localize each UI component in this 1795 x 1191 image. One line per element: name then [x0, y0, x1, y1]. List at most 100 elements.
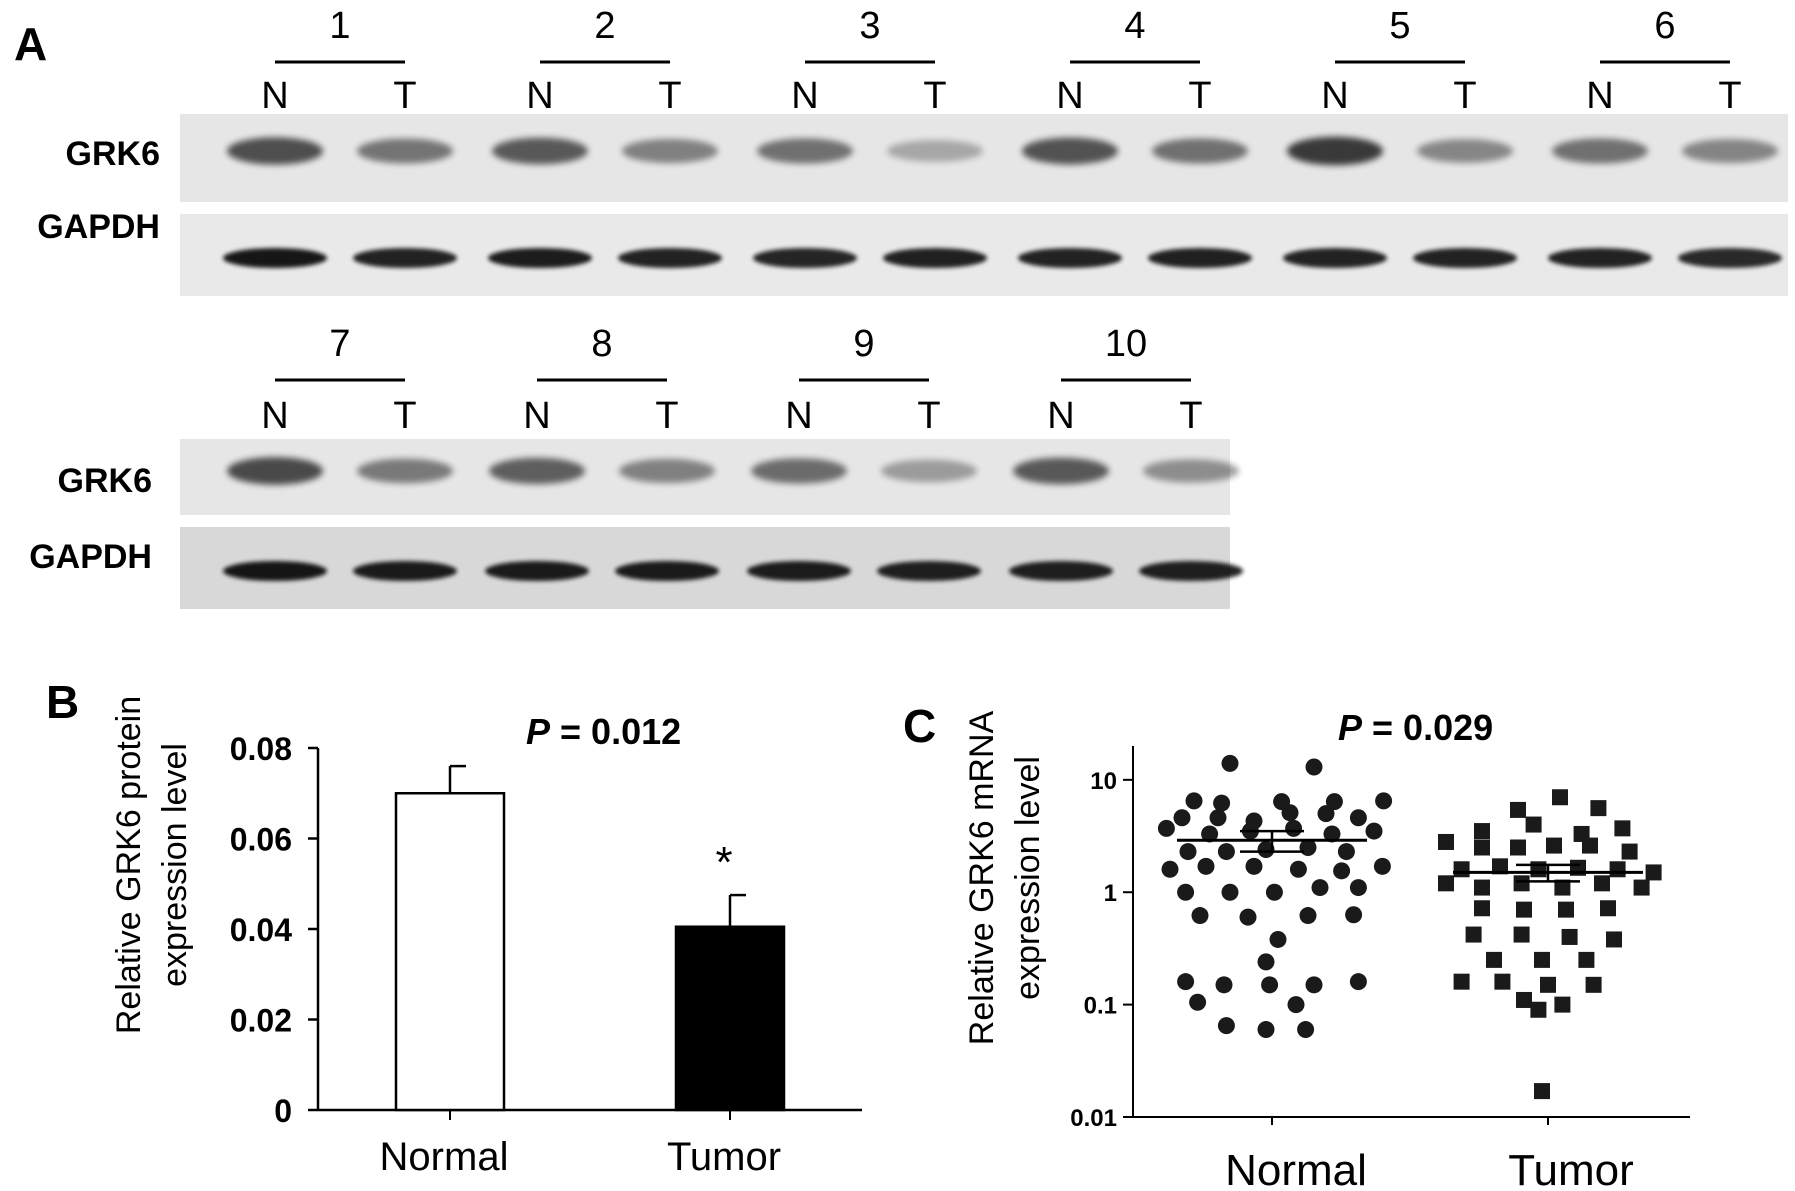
data-point-tumor [1554, 996, 1571, 1013]
data-point-normal [1305, 758, 1323, 776]
data-point-normal [1189, 993, 1207, 1011]
data-point-normal [1349, 973, 1367, 991]
data-point-normal [1323, 825, 1341, 843]
data-point-normal [1375, 792, 1393, 810]
p-value-text: = 0.029 [1362, 707, 1493, 748]
data-point-normal [1179, 843, 1197, 861]
data-point-tumor [1540, 976, 1556, 993]
gapdh-band-tumor [353, 248, 457, 268]
scatter-chart-p-value: P = 0.029 [1338, 707, 1493, 748]
gapdh-band-normal [485, 561, 589, 581]
gapdh-band-normal [1283, 248, 1387, 268]
tumor-lane-label: T [917, 395, 940, 437]
data-point-normal [1311, 879, 1329, 897]
scatter-marks [1157, 754, 1662, 1100]
bar-chart-p-value: P = 0.012 [526, 711, 681, 752]
normal-lane-label: N [261, 75, 288, 117]
normal-lane-label: N [1056, 75, 1083, 117]
tumor-lane-label: T [658, 75, 681, 117]
grk6-row-label: GRK6 [58, 462, 152, 500]
significance-marker: * [715, 838, 732, 887]
scatter-axes: 0.01 0.1 1 10 Normal Tumor [1070, 746, 1690, 1191]
p-symbol: P [526, 711, 551, 752]
sample-number-label: 2 [594, 5, 615, 47]
tumor-lane-label: T [393, 75, 416, 117]
data-point-tumor [1474, 839, 1490, 856]
grk6-band-normal [1022, 137, 1118, 165]
y-axis-label-line2: expression level [1009, 756, 1047, 1000]
data-point-tumor [1510, 839, 1526, 856]
grk6-row-label: GRK6 [66, 135, 160, 173]
data-point-tumor [1513, 875, 1530, 892]
tumor-lane-label: T [923, 75, 946, 117]
data-point-normal [1217, 843, 1235, 861]
data-point-tumor [1561, 928, 1578, 945]
sample-number-label: 8 [591, 323, 612, 365]
grk6-band-normal [1287, 136, 1383, 166]
grk6-band-tumor [357, 458, 453, 484]
data-point-normal [1265, 883, 1283, 901]
data-point-normal [1333, 862, 1351, 880]
bar-axes: 0 0.02 0.04 0.06 0.08 Normal Tumor [230, 731, 862, 1179]
data-point-normal [1239, 908, 1257, 926]
panel-letter-b: B [46, 676, 79, 728]
data-point-normal [1209, 809, 1227, 827]
gapdh-band-normal [747, 561, 851, 581]
data-point-normal [1261, 976, 1279, 994]
grk6-band-tumor [1152, 138, 1248, 164]
scatter-y-tick-label: 0.1 [1084, 993, 1117, 1020]
data-point-tumor [1453, 973, 1470, 990]
scatter-y-tick-label: 0.01 [1070, 1105, 1117, 1132]
normal-lane-label: N [261, 395, 288, 437]
bar-y-tick-label: 0.02 [230, 1003, 292, 1039]
bar-x-tick-label: Normal [380, 1135, 509, 1179]
data-point-normal [1287, 996, 1305, 1014]
data-point-normal [1213, 794, 1231, 812]
grk6-band-tumor [357, 138, 453, 164]
data-point-tumor [1525, 816, 1542, 833]
gapdh-band-tumor [1678, 248, 1782, 268]
normal-lane-label: N [785, 395, 812, 437]
p-symbol: P [1338, 707, 1363, 748]
gapdh-band-normal [223, 561, 327, 581]
scatter-y-axis-label: Relative GRK6 mRNA expression level [963, 710, 1047, 1045]
y-axis-label-line1: Relative GRK6 protein [110, 696, 148, 1034]
tumor-lane-label: T [655, 395, 678, 437]
data-point-tumor [1492, 858, 1508, 875]
sample-number-label: 6 [1654, 5, 1675, 47]
data-point-tumor [1534, 951, 1550, 968]
tumor-lane-label: T [393, 395, 416, 437]
data-point-normal [1185, 792, 1203, 810]
data-point-tumor [1486, 951, 1502, 968]
grk6-band-normal [489, 457, 585, 485]
data-point-tumor [1465, 926, 1482, 943]
data-point-tumor [1552, 789, 1568, 806]
data-point-normal [1257, 1021, 1275, 1039]
data-point-normal [1245, 857, 1263, 875]
bar-y-tick-label: 0.04 [230, 912, 292, 948]
gapdh-band-tumor [615, 561, 719, 581]
data-point-normal [1285, 819, 1303, 837]
data-point-tumor [1578, 951, 1595, 968]
gapdh-band-tumor [618, 248, 722, 268]
data-point-normal [1197, 857, 1215, 875]
data-point-tumor [1606, 931, 1622, 948]
normal-lane-label: N [523, 395, 550, 437]
data-point-normal [1157, 819, 1175, 837]
sample-number-label: 3 [859, 5, 880, 47]
data-point-normal [1299, 907, 1317, 925]
bar-tumor [674, 925, 786, 1112]
data-point-tumor [1558, 901, 1574, 918]
data-point-tumor [1600, 900, 1616, 917]
scatter-x-tick-label: Normal [1225, 1146, 1367, 1191]
gapdh-band-normal [488, 248, 592, 268]
grk6-band-normal [757, 138, 853, 164]
grk6-band-normal [1013, 457, 1109, 485]
tumor-lane-label: T [1453, 75, 1476, 117]
panel-letter-a: A [14, 18, 47, 70]
data-point-normal [1365, 822, 1383, 840]
data-point-normal [1177, 973, 1195, 991]
grk6-blot-strip [180, 114, 1788, 202]
